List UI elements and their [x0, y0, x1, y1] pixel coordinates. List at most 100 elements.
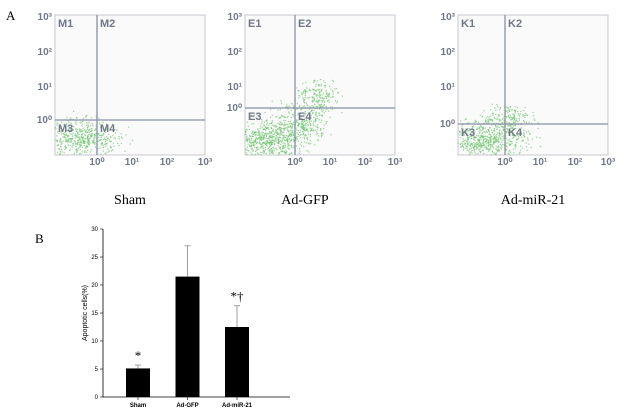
- event-dot: [56, 151, 59, 154]
- event-dot: [261, 133, 263, 135]
- event-dot: [267, 148, 269, 150]
- event-dot: [107, 148, 109, 150]
- event-dot: [256, 134, 258, 136]
- event-dot: [98, 122, 101, 124]
- event-dot: [489, 118, 491, 121]
- event-dot: [300, 125, 302, 127]
- event-dot: [501, 136, 503, 138]
- event-dot: [84, 150, 86, 152]
- event-dot: [471, 145, 474, 147]
- event-dot: [489, 148, 492, 150]
- event-dot: [60, 143, 62, 145]
- event-dot: [462, 146, 465, 149]
- event-dot: [316, 132, 319, 135]
- event-dot: [259, 127, 261, 129]
- event-dot: [332, 89, 334, 92]
- event-dot: [75, 135, 77, 138]
- event-dot: [279, 133, 281, 135]
- event-dot: [474, 119, 476, 122]
- event-dot: [320, 121, 322, 124]
- event-dot: [507, 139, 509, 141]
- event-dot: [307, 118, 310, 120]
- event-dot: [475, 153, 477, 155]
- event-dot: [495, 141, 497, 143]
- event-dot: [79, 146, 81, 148]
- event-dot: [290, 146, 293, 148]
- event-dot: [99, 126, 102, 128]
- event-dot: [65, 127, 67, 129]
- event-dot: [496, 134, 498, 136]
- event-dot: [518, 119, 520, 122]
- event-dot: [496, 117, 498, 119]
- event-dot: [323, 80, 325, 82]
- event-dot: [503, 135, 505, 137]
- event-dot: [259, 134, 261, 136]
- event-dot: [492, 134, 495, 136]
- event-dot: [251, 139, 253, 141]
- event-dot: [105, 145, 107, 147]
- event-dot: [89, 142, 91, 145]
- event-dot: [295, 119, 298, 121]
- event-dot: [524, 114, 527, 117]
- event-dot: [103, 137, 106, 140]
- event-dot: [478, 132, 481, 134]
- event-dot: [529, 133, 531, 136]
- event-dot: [470, 132, 472, 134]
- event-dot: [466, 149, 468, 151]
- event-dot: [82, 132, 84, 135]
- event-dot: [318, 85, 321, 87]
- event-dot: [510, 119, 512, 121]
- event-dot: [520, 110, 522, 113]
- event-dot: [77, 135, 79, 137]
- event-dot: [480, 126, 482, 128]
- event-dot: [511, 126, 513, 128]
- event-dot: [474, 139, 476, 141]
- event-dot: [488, 127, 491, 129]
- event-dot: [266, 134, 268, 136]
- event-dot: [474, 136, 477, 138]
- event-dot: [73, 126, 75, 128]
- event-dot: [488, 149, 491, 151]
- event-dot: [107, 133, 110, 136]
- event-dot: [278, 128, 280, 130]
- event-dot: [507, 107, 509, 110]
- event-dot: [466, 147, 468, 149]
- event-dot: [252, 131, 254, 134]
- event-dot: [482, 132, 484, 134]
- event-dot: [56, 140, 59, 142]
- event-dot: [514, 127, 516, 130]
- event-dot: [496, 132, 499, 134]
- event-dot: [70, 138, 72, 140]
- event-dot: [508, 153, 510, 156]
- event-dot: [291, 138, 293, 140]
- event-dot: [97, 136, 100, 138]
- event-dot: [65, 147, 68, 149]
- event-dot: [312, 129, 315, 131]
- event-dot: [120, 133, 122, 135]
- event-dot: [290, 140, 292, 142]
- event-dot: [99, 124, 102, 126]
- event-dot: [246, 129, 248, 131]
- event-dot: [484, 138, 486, 140]
- event-dot: [485, 120, 487, 123]
- event-dot: [79, 141, 81, 143]
- event-dot: [287, 123, 289, 126]
- event-dot: [268, 124, 270, 127]
- event-dot: [473, 135, 475, 137]
- event-dot: [480, 150, 482, 153]
- event-dot: [479, 114, 482, 117]
- event-dot: [518, 113, 520, 115]
- event-dot: [495, 152, 498, 154]
- event-dot: [514, 147, 516, 149]
- y-axis-label: Apoptotic cells(%): [82, 285, 89, 341]
- event-dot: [245, 131, 247, 134]
- event-dot: [522, 115, 524, 117]
- event-dot: [328, 99, 330, 101]
- event-dot: [100, 130, 103, 132]
- event-dot: [514, 124, 517, 127]
- event-dot: [66, 139, 68, 142]
- event-dot: [501, 121, 503, 123]
- event-dot: [500, 144, 503, 147]
- event-dot: [331, 96, 334, 98]
